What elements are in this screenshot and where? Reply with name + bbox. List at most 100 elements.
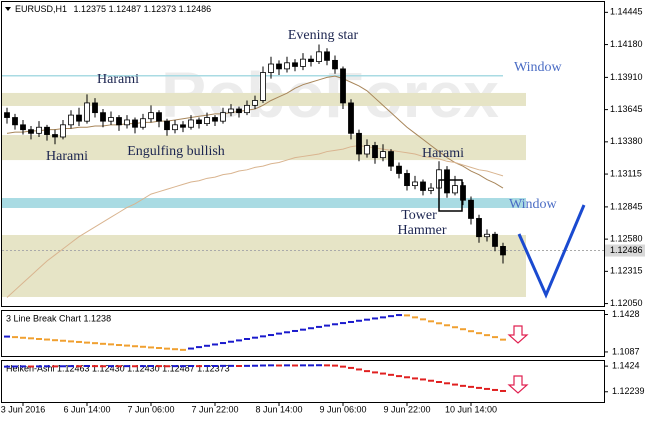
candle-body: [196, 119, 202, 125]
forecast-arrow: [517, 204, 586, 299]
annotation: Harami: [422, 146, 464, 161]
y-tick-label: 1.12050: [610, 298, 643, 308]
candle-body: [12, 117, 18, 126]
panel-frame: [1, 310, 605, 357]
candle-body: [308, 58, 314, 62]
candle-body: [220, 112, 226, 122]
y-tick-label: 1.1087: [612, 346, 640, 356]
candle-body: [316, 51, 322, 62]
candle-body: [452, 185, 458, 194]
annotation: Hammer: [398, 223, 447, 238]
highlight-box: [438, 179, 463, 212]
y-tick-label: 1.1424: [612, 361, 640, 371]
y-tick-label: 1.12845: [610, 201, 643, 211]
y-tick-label: 1.12239: [612, 386, 645, 396]
candle-body: [188, 119, 194, 128]
candle-body: [124, 119, 130, 126]
candle-body: [380, 151, 386, 159]
candle-body: [76, 114, 82, 122]
annotation: Window: [509, 197, 558, 212]
y-tick-label: 1.12580: [610, 233, 643, 243]
candle-body: [212, 117, 218, 122]
candle-body: [204, 117, 210, 124]
y-tick-label: 1.12315: [610, 266, 643, 276]
candle-body: [236, 108, 242, 114]
panel-label: Heiken-Ashi 1.12463 1.12430 1.12430 1.12…: [6, 363, 230, 373]
candle-body: [420, 181, 426, 191]
zone: [2, 234, 526, 298]
annotation: Window: [514, 60, 563, 75]
candle-body: [244, 104, 250, 114]
annotation: Evening star: [288, 28, 359, 43]
candle-body: [372, 145, 378, 159]
candle-body: [140, 118, 146, 128]
annotation: Tower: [401, 208, 437, 223]
x-tick-label: 9 Jun 06:00: [319, 404, 366, 414]
x-tick-label: 6 Jun 14:00: [63, 404, 110, 414]
header-values: 1.12375 1.12487 1.12373 1.12486: [74, 4, 212, 14]
x-tick-label: 7 Jun 22:00: [191, 404, 238, 414]
candle-body: [460, 185, 466, 201]
candle-body: [364, 145, 370, 155]
y-tick-label: 1.13380: [610, 136, 643, 146]
main-frame: [1, 1, 605, 307]
candle-body: [252, 100, 258, 106]
panel-frame: [1, 360, 605, 403]
symbol: EURUSD,H1: [15, 4, 67, 14]
candle-body: [68, 114, 74, 126]
candle-body: [28, 129, 34, 134]
moving-average: [6, 144, 504, 298]
candle-body: [396, 165, 402, 174]
zone: [2, 198, 526, 208]
candle-body: [132, 119, 138, 128]
y-tick-label: 1.14445: [610, 7, 643, 17]
candle-body: [476, 218, 482, 238]
candle-body: [340, 68, 346, 104]
candle-body: [180, 124, 186, 128]
candle-body: [52, 134, 58, 138]
panel-label: 3 Line Break Chart 1.1238: [6, 313, 111, 323]
candle-body: [500, 246, 506, 256]
y-tick-label: 1.13910: [610, 72, 643, 82]
header: EURUSD,H1 1.12375 1.12487 1.12373 1.1248…: [15, 4, 211, 14]
candle-body: [412, 181, 418, 187]
candle-body: [100, 112, 106, 122]
menu-icon: [5, 7, 11, 11]
candle-body: [36, 126, 42, 134]
candle-body: [332, 59, 338, 70]
candle-body: [388, 151, 394, 167]
current-price-label: 1.12486: [610, 245, 643, 255]
candle-body: [300, 58, 306, 67]
annotation: Harami: [46, 149, 88, 164]
candle-body: [268, 63, 274, 73]
down-arrow: [507, 375, 529, 394]
candle-body: [108, 117, 114, 122]
x-tick-label: 7 Jun 06:00: [127, 404, 174, 414]
y-tick-label: 1.13645: [610, 104, 643, 114]
x-tick-label: 8 Jun 14:00: [255, 404, 302, 414]
candle-body: [324, 51, 330, 61]
zone: [2, 135, 526, 161]
y-tick-label: 1.13115: [610, 168, 642, 178]
candle-body: [84, 102, 90, 122]
candle-body: [60, 124, 66, 138]
annotation: Engulfing bullish: [127, 144, 225, 159]
candle-body: [284, 62, 290, 70]
candle-body: [444, 169, 450, 194]
candle-body: [468, 199, 474, 219]
candle-body: [116, 117, 122, 126]
candle-body: [20, 124, 26, 131]
x-tick-label: 3 Jun 2016: [1, 404, 46, 414]
x-tick-label: 9 Jun 22:00: [383, 404, 430, 414]
candle-body: [164, 120, 170, 131]
candle-body: [348, 102, 354, 134]
candle-body: [356, 132, 362, 155]
y-tick-label: 1.14180: [610, 39, 643, 49]
candle-body: [156, 112, 162, 122]
y-tick-label: 1.1428: [612, 309, 640, 319]
candle-body: [260, 72, 266, 101]
candle-body: [172, 124, 178, 131]
candle-body: [228, 108, 234, 114]
annotation: Harami: [97, 72, 139, 87]
